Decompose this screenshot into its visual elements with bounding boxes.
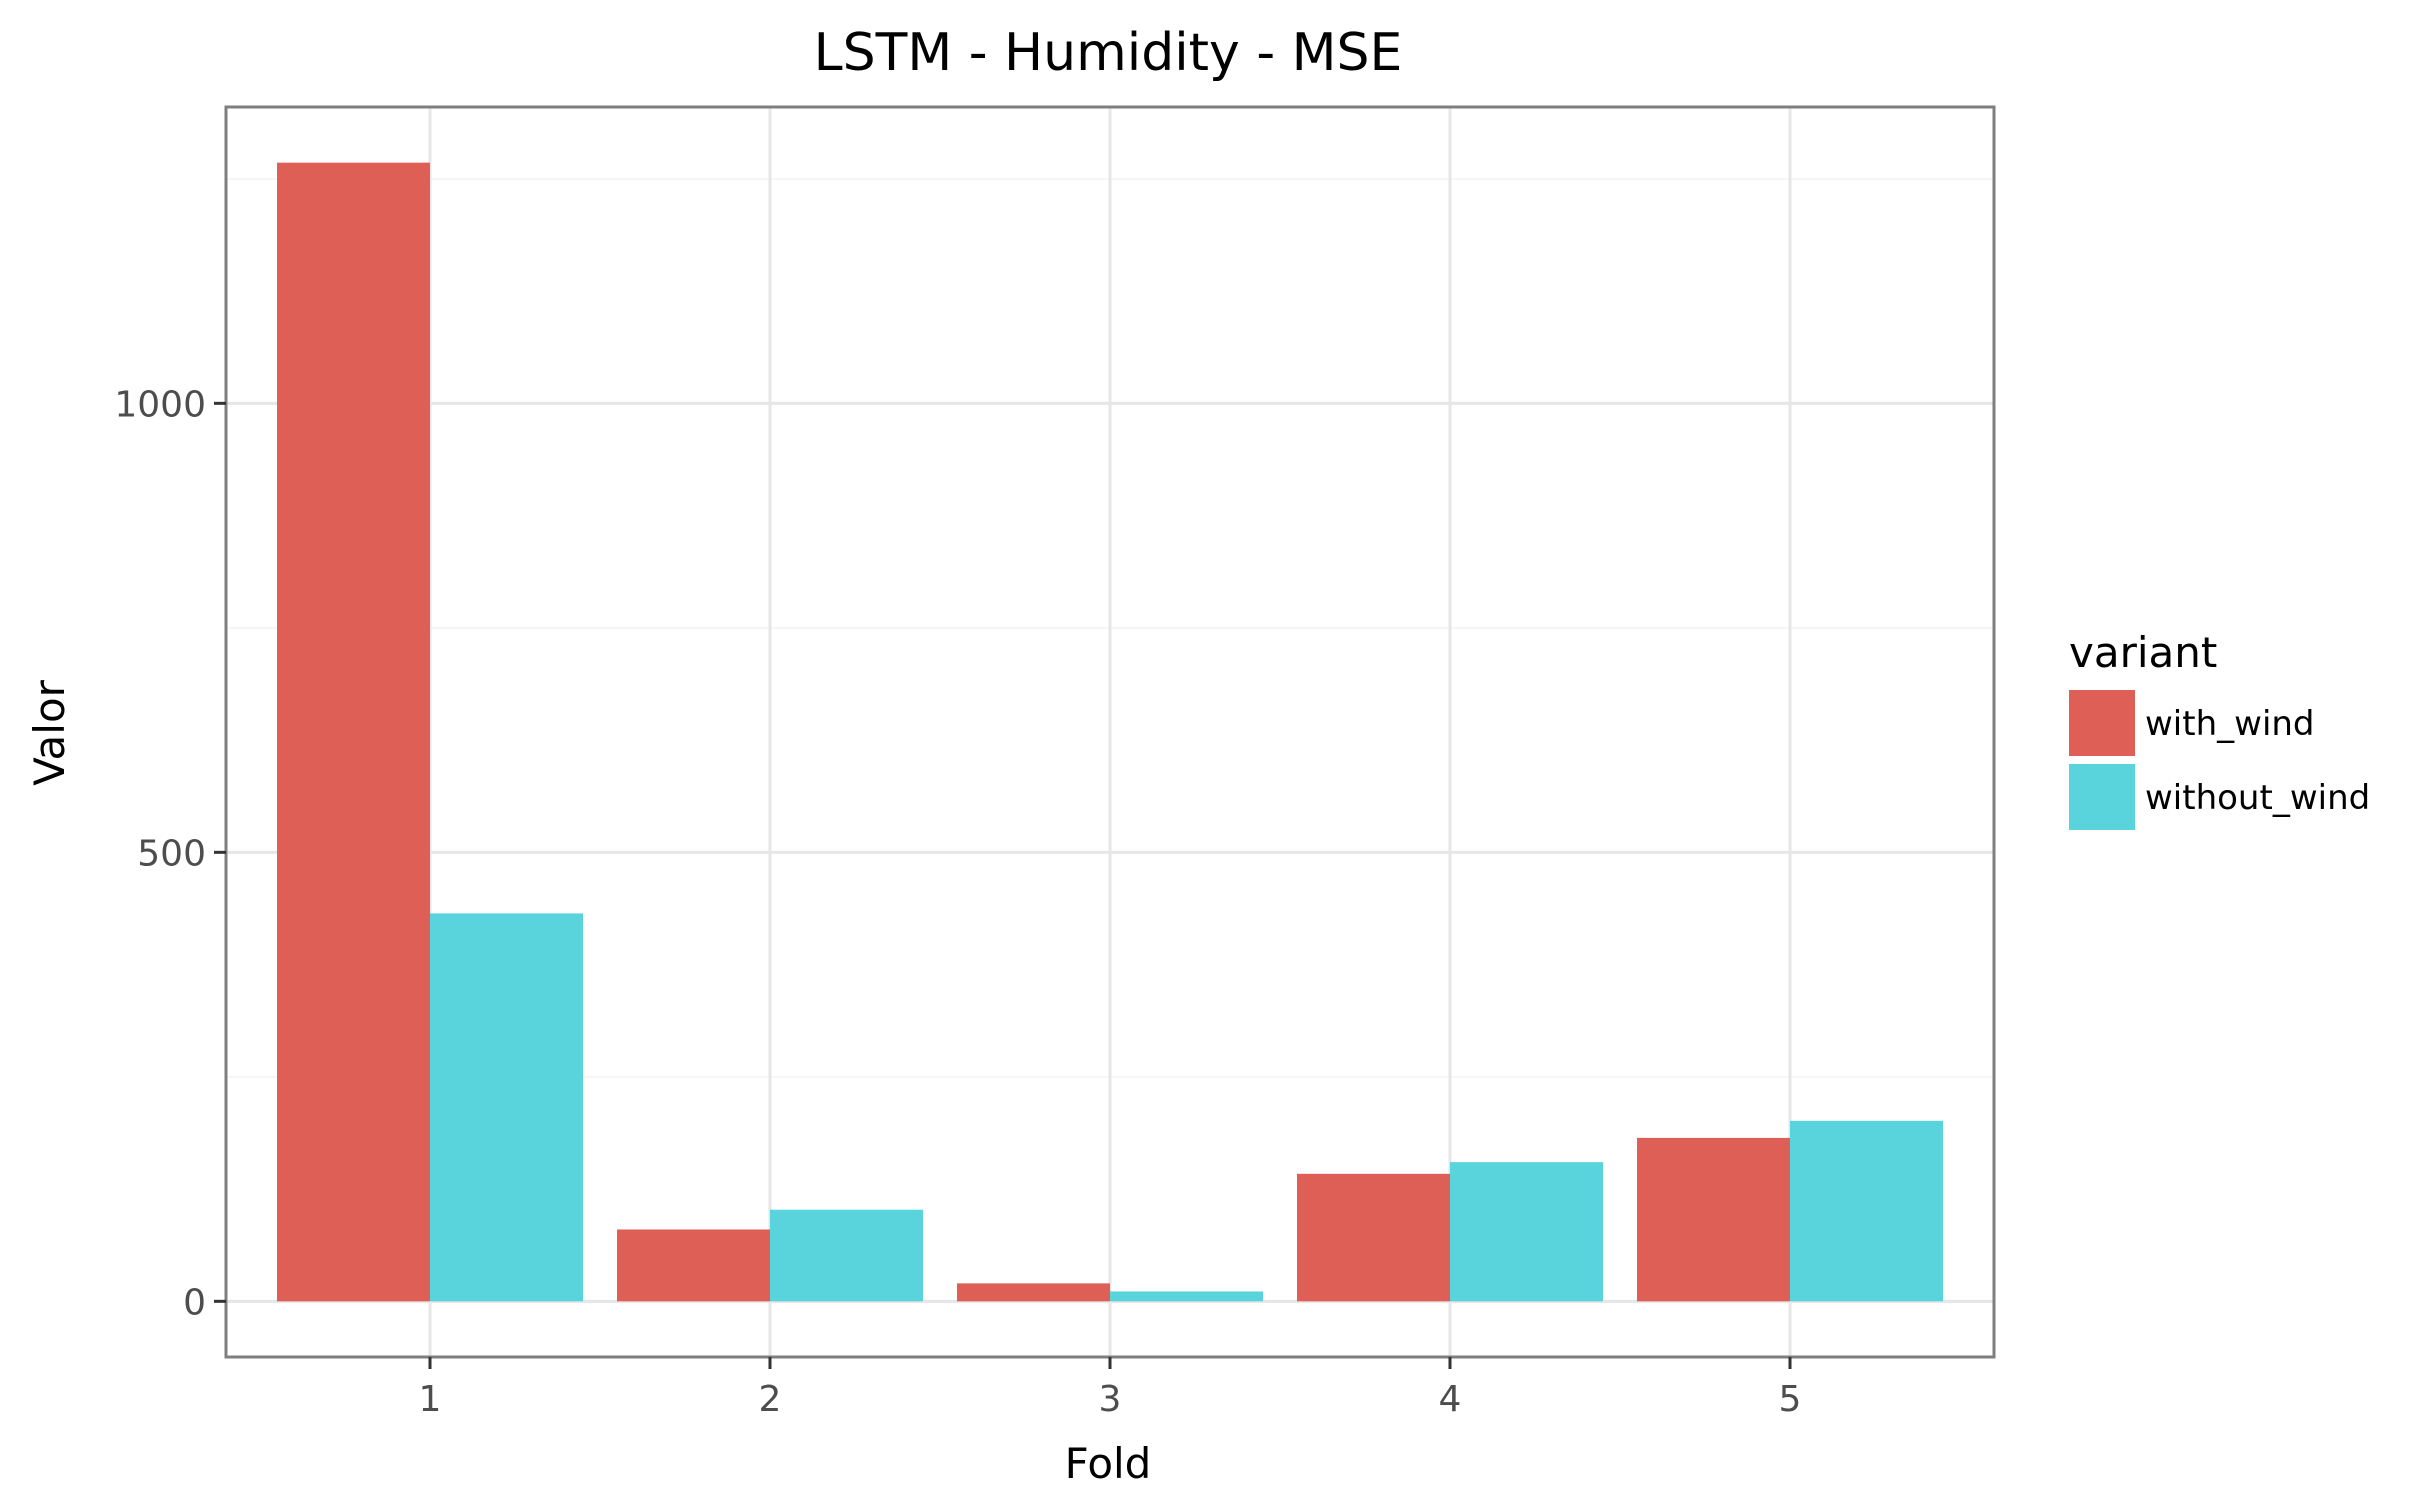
legend-key-without_wind — [2069, 764, 2135, 830]
legend: variant with_wind without_wind — [2069, 628, 2370, 830]
x-tick-label: 2 — [759, 1379, 782, 1420]
legend-label-with_wind: with_wind — [2145, 704, 2315, 744]
bar-with_wind-2 — [617, 1229, 770, 1302]
plot-panel: 0 500 1000 1 2 3 4 5 — [114, 105, 1996, 1420]
legend-label-without_wind: without_wind — [2145, 778, 2370, 818]
y-tick-label: 500 — [137, 833, 206, 874]
bar-with_wind-3 — [957, 1283, 1110, 1302]
x-tick-label: 5 — [1779, 1379, 1802, 1420]
bar-with_wind-1 — [277, 162, 430, 1302]
y-axis-title: Valor — [25, 679, 74, 786]
y-tick-label: 1000 — [114, 384, 206, 425]
legend-title: variant — [2069, 628, 2217, 677]
bar-without_wind-3 — [1110, 1291, 1263, 1302]
bar-with_wind-5 — [1637, 1137, 1790, 1302]
bar-with_wind-4 — [1297, 1173, 1450, 1302]
bar-without_wind-4 — [1450, 1162, 1603, 1302]
x-tick-label: 3 — [1099, 1379, 1122, 1420]
bar-without_wind-2 — [770, 1209, 923, 1302]
legend-items: with_wind without_wind — [2069, 690, 2370, 830]
x-tick-label: 1 — [419, 1379, 442, 1420]
bar-without_wind-5 — [1790, 1120, 1943, 1302]
bar-without_wind-1 — [430, 913, 583, 1302]
y-tick-label: 0 — [183, 1282, 206, 1323]
x-tick-label: 4 — [1439, 1379, 1462, 1420]
legend-key-with_wind — [2069, 690, 2135, 756]
chart-title: LSTM - Humidity - MSE — [814, 23, 1403, 83]
x-axis-title: Fold — [1065, 1439, 1152, 1488]
